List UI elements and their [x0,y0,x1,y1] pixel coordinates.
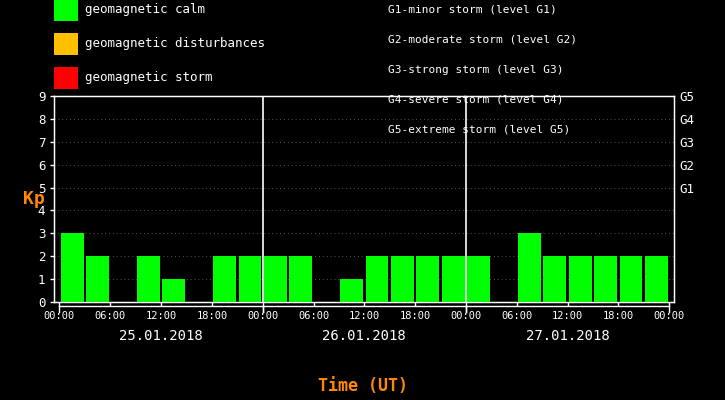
Text: G2-moderate storm (level G2): G2-moderate storm (level G2) [388,35,577,45]
Text: G5-extreme storm (level G5): G5-extreme storm (level G5) [388,125,570,135]
Bar [442,256,465,302]
Text: 26.01.2018: 26.01.2018 [323,329,406,343]
Text: geomagnetic disturbances: geomagnetic disturbances [85,38,265,50]
Bar [213,256,236,302]
Bar [569,256,592,302]
Bar [544,256,566,302]
Bar [61,233,83,302]
Bar [620,256,642,302]
Bar [391,256,414,302]
Text: 25.01.2018: 25.01.2018 [119,329,203,343]
Text: geomagnetic calm: geomagnetic calm [85,4,205,16]
Bar [340,279,363,302]
Bar [518,233,541,302]
Text: G4-severe storm (level G4): G4-severe storm (level G4) [388,95,563,105]
Text: 27.01.2018: 27.01.2018 [526,329,610,343]
Bar [289,256,312,302]
Text: Time (UT): Time (UT) [318,377,407,395]
Bar [162,279,185,302]
Y-axis label: Kp: Kp [22,190,44,208]
Bar [239,256,262,302]
Text: G3-strong storm (level G3): G3-strong storm (level G3) [388,65,563,75]
Text: geomagnetic storm: geomagnetic storm [85,72,212,84]
Bar [86,256,109,302]
Bar [137,256,160,302]
Bar [365,256,389,302]
Bar [416,256,439,302]
Bar [264,256,287,302]
Bar [645,256,668,302]
Bar [467,256,490,302]
Bar [594,256,617,302]
Text: G1-minor storm (level G1): G1-minor storm (level G1) [388,5,557,15]
